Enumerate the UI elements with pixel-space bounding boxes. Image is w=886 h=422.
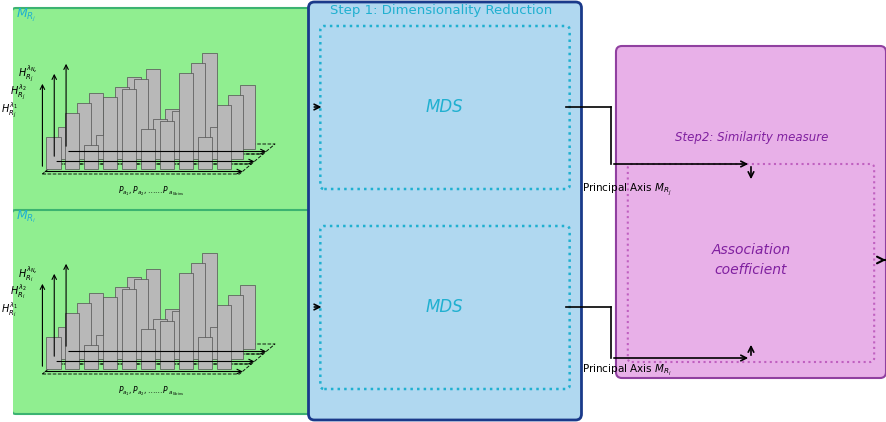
Bar [159, 121, 174, 169]
FancyBboxPatch shape [308, 2, 581, 420]
Bar [229, 95, 243, 159]
Bar [222, 117, 236, 149]
Bar [222, 317, 236, 349]
Bar [165, 109, 179, 149]
Bar [145, 269, 159, 349]
Bar [58, 127, 73, 159]
Bar [84, 345, 98, 369]
Bar [240, 85, 254, 149]
Bar [141, 329, 155, 369]
Bar [46, 337, 60, 369]
Text: Step2: Similarity measure: Step2: Similarity measure [675, 131, 828, 144]
Text: $M_{R_j}$: $M_{R_j}$ [16, 7, 36, 24]
Bar [141, 129, 155, 169]
Text: $M_{R_i}$: $M_{R_i}$ [16, 208, 36, 225]
Text: Association: Association [711, 243, 790, 257]
Bar [84, 145, 98, 169]
Bar [77, 303, 91, 359]
Text: Principal Axis $M_{R_j}$: Principal Axis $M_{R_j}$ [582, 182, 672, 198]
Bar [70, 317, 84, 349]
Bar [115, 87, 129, 159]
Bar [183, 301, 198, 349]
Bar [89, 293, 103, 349]
Bar [89, 93, 103, 149]
Bar [172, 111, 186, 159]
Bar [96, 335, 110, 359]
FancyBboxPatch shape [12, 210, 313, 414]
Bar [127, 277, 141, 349]
Bar [203, 53, 217, 149]
Bar [203, 253, 217, 349]
Bar [179, 73, 193, 169]
Bar [152, 319, 167, 359]
Bar [210, 127, 224, 159]
Bar [183, 101, 198, 149]
Bar [134, 79, 148, 159]
Bar [145, 69, 159, 149]
Text: $H^{\lambda_{N_z}}_{R_j}$: $H^{\lambda_{N_z}}_{R_j}$ [18, 64, 37, 84]
Bar [198, 337, 212, 369]
Bar [159, 321, 174, 369]
Bar [190, 63, 205, 159]
Bar [66, 313, 80, 369]
Bar [152, 119, 167, 159]
Bar [229, 295, 243, 359]
Bar [96, 135, 110, 159]
Bar [122, 89, 136, 169]
Text: $H^{\lambda_1}_{R_j}$: $H^{\lambda_1}_{R_j}$ [1, 100, 18, 120]
Bar [58, 327, 73, 359]
Bar [103, 97, 117, 169]
Bar [115, 287, 129, 359]
Text: $H^{\lambda_{N_z}}_{R_i}$: $H^{\lambda_{N_z}}_{R_i}$ [18, 264, 37, 284]
Bar [108, 325, 122, 349]
Text: MDS: MDS [425, 298, 463, 316]
Bar [108, 125, 122, 149]
Bar [217, 105, 231, 169]
Bar [70, 117, 84, 149]
Text: $H^{\lambda_2}_{R_j}$: $H^{\lambda_2}_{R_j}$ [10, 82, 27, 102]
Text: Principal Axis $M_{R_i}$: Principal Axis $M_{R_i}$ [582, 362, 672, 378]
Text: MDS: MDS [425, 98, 463, 116]
Bar [46, 137, 60, 169]
Text: $P_{a_1}, P_{a_2},\ldots\ldots P_{\ a_{Nbins}}$: $P_{a_1}, P_{a_2},\ldots\ldots P_{\ a_{N… [118, 384, 184, 398]
Bar [127, 77, 141, 149]
Bar [190, 263, 205, 359]
Bar [122, 289, 136, 369]
Text: $H^{\lambda_2}_{R_i}$: $H^{\lambda_2}_{R_i}$ [10, 283, 27, 301]
Bar [210, 327, 224, 359]
Text: coefficient: coefficient [715, 263, 788, 277]
FancyBboxPatch shape [12, 8, 313, 212]
Text: $H^{\lambda_1}_{R_i}$: $H^{\lambda_1}_{R_i}$ [1, 300, 18, 319]
Bar [103, 297, 117, 369]
Bar [134, 279, 148, 359]
Bar [77, 103, 91, 159]
Text: $P_{a_1}, P_{a_2},\ldots\ldots P_{\ a_{Nbins}}$: $P_{a_1}, P_{a_2},\ldots\ldots P_{\ a_{N… [118, 184, 184, 197]
Bar [198, 137, 212, 169]
Bar [172, 311, 186, 359]
FancyBboxPatch shape [616, 46, 886, 378]
Bar [217, 305, 231, 369]
Text: Step 1: Dimensionality Reduction: Step 1: Dimensionality Reduction [330, 4, 553, 17]
Bar [66, 113, 80, 169]
Bar [179, 273, 193, 369]
Bar [240, 285, 254, 349]
Bar [165, 309, 179, 349]
